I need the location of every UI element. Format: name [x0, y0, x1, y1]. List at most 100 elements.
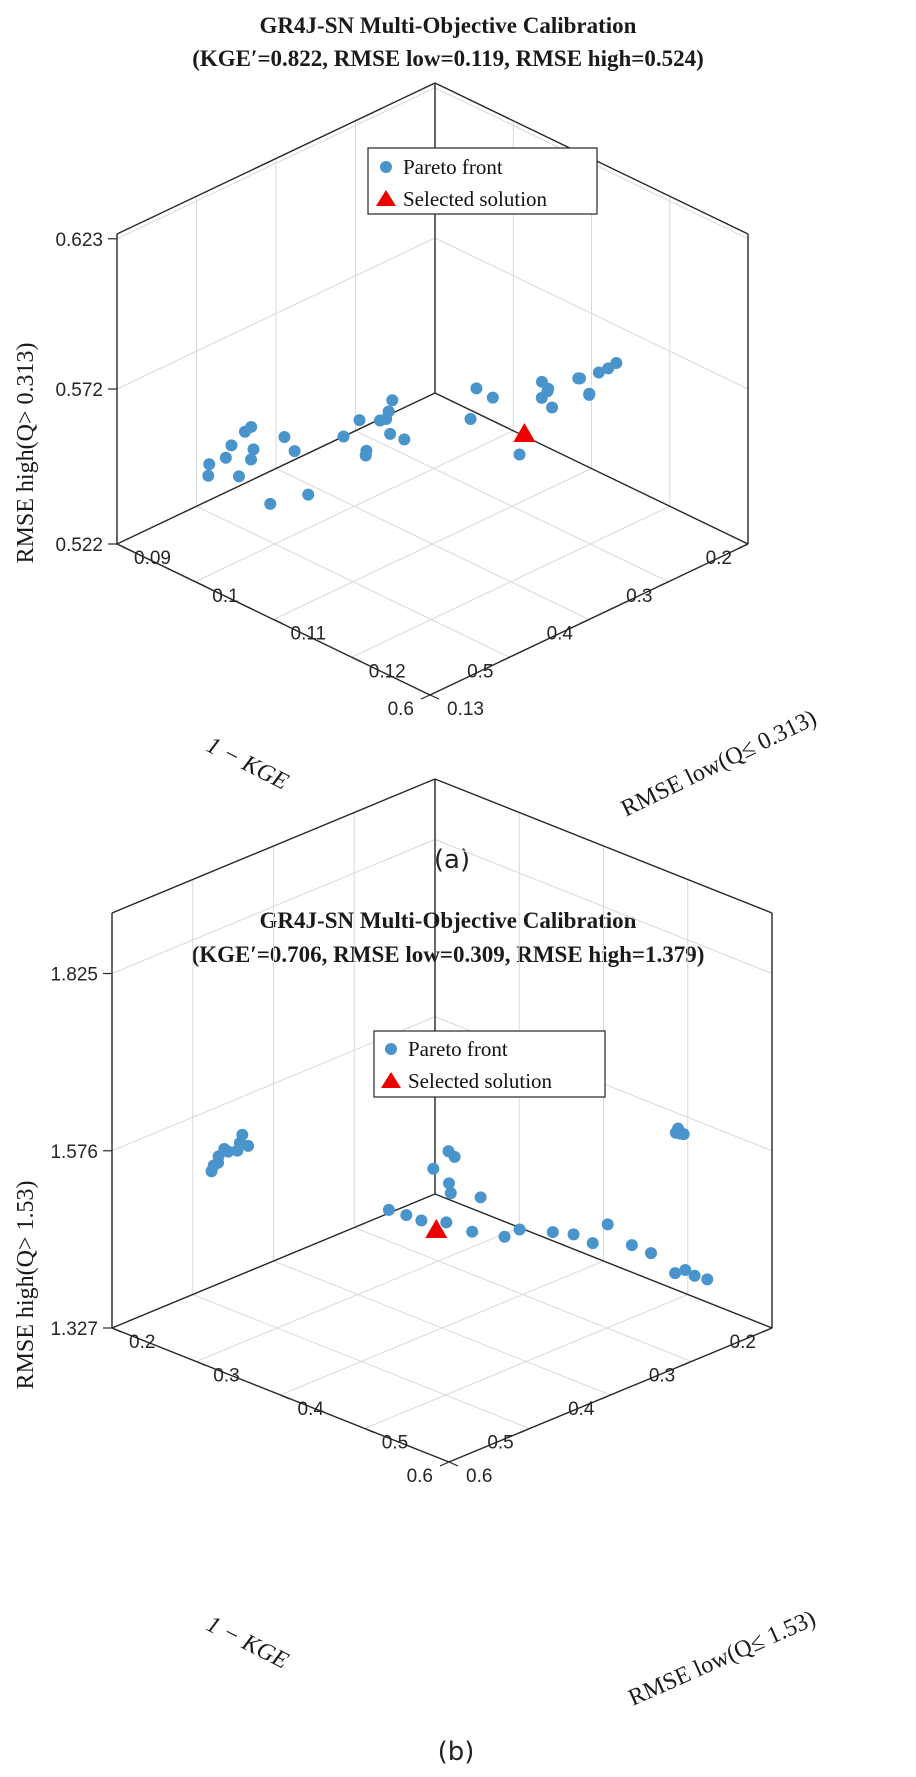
- grid-line: [195, 430, 514, 583]
- grid-line: [434, 839, 773, 974]
- panel-b-xlabel: 1 − KGE: [202, 1611, 293, 1674]
- grid-line: [196, 1227, 520, 1362]
- pareto-point: [232, 470, 245, 483]
- pareto-point: [625, 1239, 638, 1252]
- pareto-point: [231, 1144, 244, 1157]
- selected-solution-marker: [425, 1219, 448, 1239]
- panel-b-legend-selected-marker: [381, 1072, 401, 1088]
- pareto-point: [359, 449, 372, 462]
- x-tick-label: 0.2: [730, 1332, 756, 1353]
- grid-line: [116, 237, 436, 390]
- y-tick-label: 0.2: [129, 1332, 155, 1353]
- panel-b-title: GR4J-SN Multi-Objective Calibration: [260, 908, 637, 933]
- x-tick-mark: [500, 656, 510, 662]
- pareto-point: [486, 391, 499, 404]
- y-tick-mark: [429, 694, 440, 700]
- y-tick-label: 0.3: [213, 1366, 239, 1387]
- panel-a-legend-pareto-label: Pareto front: [403, 155, 503, 179]
- panel-b-ticks: 0.2 0.3 0.4 0.5 0.6 0.2 0.3 0.4 0.5 0.6 1.327 1.576…: [50, 965, 773, 1487]
- x-tick-mark: [682, 1360, 692, 1367]
- z-tick-label: 1.327: [50, 1319, 98, 1340]
- pareto-point: [586, 1237, 599, 1250]
- axis-edge: [434, 778, 773, 914]
- axis-edge: [116, 82, 436, 235]
- pareto-point: [398, 433, 411, 446]
- x-tick-mark: [738, 543, 749, 549]
- y-tick-label: 0.6: [466, 1466, 492, 1487]
- pareto-point: [546, 1226, 559, 1239]
- pareto-point: [610, 357, 623, 370]
- pareto-point: [202, 469, 215, 482]
- pareto-point: [203, 458, 216, 471]
- y-tick-mark: [111, 1327, 122, 1333]
- pareto-point: [470, 382, 483, 395]
- x-tick-mark: [420, 694, 431, 700]
- pareto-point: [688, 1269, 701, 1282]
- x-tick-label: 0.5: [467, 661, 493, 682]
- pareto-point: [644, 1247, 657, 1260]
- panel-b-legend-pareto-label: Pareto front: [408, 1037, 508, 1061]
- z-tick-label: 0.522: [55, 535, 103, 556]
- y-tick-mark: [364, 1427, 374, 1434]
- panel-b-zlabel: RMSE high(Q> 1.53): [13, 1181, 39, 1390]
- y-tick-label: 0.4: [298, 1399, 325, 1420]
- pareto-point: [583, 388, 596, 401]
- x-tick-mark: [439, 1461, 450, 1467]
- panel-b-legend-selected-label: Selected solution: [408, 1069, 553, 1093]
- x-tick-mark: [520, 1427, 530, 1434]
- z-tick-label: 1.576: [50, 1142, 98, 1163]
- selected-solution-marker: [513, 423, 536, 443]
- pareto-point: [672, 1122, 685, 1135]
- pareto-point: [353, 414, 366, 427]
- pareto-point: [464, 412, 477, 425]
- pareto-point: [572, 372, 585, 385]
- pareto-point: [567, 1228, 580, 1241]
- pareto-point: [337, 430, 350, 443]
- pareto-point: [513, 448, 526, 461]
- pareto-point: [679, 1264, 692, 1277]
- y-tick-mark: [351, 656, 361, 662]
- panel-a-title: GR4J-SN Multi-Objective Calibration: [260, 13, 637, 38]
- grid-line: [280, 1260, 604, 1396]
- panel-a-legend-pareto-marker: [380, 161, 392, 173]
- panel-b-box: [111, 778, 773, 1463]
- axis-edge: [434, 1193, 773, 1329]
- y-tick-label: 0.11: [291, 624, 327, 645]
- pareto-point: [212, 1156, 225, 1169]
- y-tick-mark: [116, 543, 127, 549]
- x-tick-label: 0.6: [388, 699, 414, 720]
- x-tick-label: 0.2: [706, 548, 732, 569]
- y-tick-label: 0.1: [212, 586, 238, 607]
- pareto-point: [592, 366, 605, 379]
- y-tick-mark: [273, 618, 283, 625]
- grid-line: [351, 505, 670, 658]
- pareto-point: [382, 1203, 395, 1216]
- panel-a-ylabel: RMSE low(Q≤ 0.313): [617, 705, 821, 822]
- grid-line: [116, 87, 436, 240]
- pareto-point: [601, 1218, 614, 1231]
- panel-b-grid: [111, 779, 773, 1463]
- pareto-point: [225, 439, 238, 452]
- panel-a-legend-selected-marker: [376, 190, 396, 206]
- panel-a-legend-box: [367, 147, 598, 215]
- pareto-point: [513, 1223, 526, 1236]
- x-tick-label: 0.4: [547, 624, 574, 645]
- y-tick-mark: [196, 1360, 206, 1367]
- panel-a-label: (a): [434, 845, 470, 875]
- x-tick-label: 0.6: [407, 1466, 433, 1487]
- panel-a-xlabel: 1 − KGE: [202, 732, 293, 795]
- panel-b-legend-box: [373, 1030, 606, 1098]
- pareto-point: [205, 1165, 218, 1178]
- pareto-point: [278, 431, 291, 444]
- grid-line: [434, 237, 749, 390]
- pareto-point: [264, 497, 277, 510]
- pareto-point: [245, 453, 258, 466]
- grid-line: [111, 839, 436, 974]
- grid-line: [273, 468, 592, 620]
- pareto-point: [288, 445, 301, 458]
- z-tick-label: 0.572: [55, 380, 103, 401]
- panel-b-ylabel: RMSE low(Q≤ 1.53): [625, 1606, 820, 1712]
- panel-b: GR4J-SN Multi-Objective Calibration (KGE…: [13, 778, 820, 1767]
